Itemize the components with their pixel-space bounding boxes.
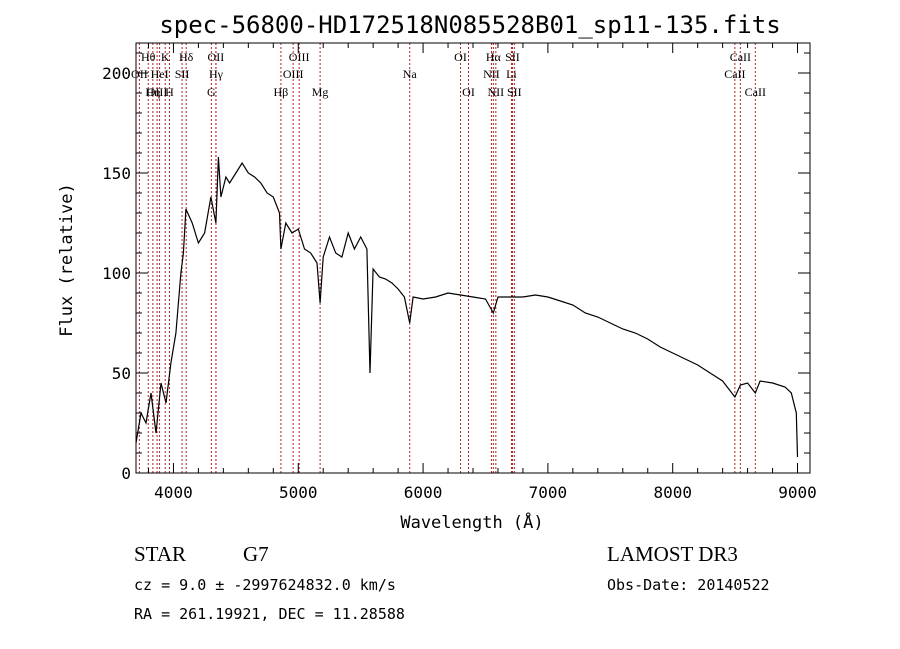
line-marker-label-20: SII	[505, 50, 520, 64]
y-axis-ticks: 0 50 100 150 200	[102, 52, 810, 483]
obs-date: Obs-Date: 20140522	[607, 576, 770, 594]
line-marker-label-3: Hη	[145, 85, 160, 99]
y-tick-label-0: 0	[121, 464, 131, 483]
line-marker-label-11: G	[207, 85, 216, 99]
x-tick-label-3: 7000	[529, 483, 568, 502]
line-marker-label-22: Li	[506, 67, 517, 81]
y-tick-label-4: 200	[102, 64, 131, 83]
subclass: G7	[243, 542, 269, 566]
line-markers	[138, 43, 756, 473]
y-tick-label-1: 50	[112, 364, 131, 383]
x-tick-label-2: 6000	[404, 483, 443, 502]
line-marker-label-23: NII	[488, 85, 505, 99]
line-marker-label-13: OIII	[283, 67, 304, 81]
line-marker-label-5: HeI	[151, 67, 169, 81]
line-marker-label-16: Na	[403, 67, 418, 81]
line-marker-label-18: OI	[462, 85, 475, 99]
line-marker-label-21: NII	[483, 67, 500, 81]
plot-frame	[135, 42, 811, 474]
x-tick-label-0: 4000	[154, 483, 193, 502]
line-marker-label-8: SII	[175, 67, 190, 81]
line-marker-label-9: OII	[208, 50, 225, 64]
x-tick-label-1: 5000	[279, 483, 318, 502]
line-marker-label-7: Hδ	[179, 50, 194, 64]
coordinates: RA = 261.19921, DEC = 11.28588	[134, 605, 405, 623]
line-marker-label-12: OIII	[289, 50, 310, 64]
line-marker-label-14: Hβ	[274, 85, 289, 99]
line-marker-label-26: CaII	[724, 67, 745, 81]
spectrum-line	[135, 156, 799, 458]
line-marker-label-4: K	[161, 50, 170, 64]
x-tick-label-4: 8000	[653, 483, 692, 502]
line-marker-label-15: Mg	[312, 85, 329, 99]
line-marker-label-25: CaII	[730, 50, 751, 64]
x-tick-label-5: 9000	[778, 483, 817, 502]
x-axis-ticks: 4000 5000 6000 7000 8000 9000	[147, 43, 817, 502]
x-axis-label: Wavelength (Å)	[400, 511, 543, 533]
line-marker-label-10: Hγ	[209, 67, 224, 81]
line-marker-label-27: CaII	[745, 85, 766, 99]
chart-title: spec-56800-HD172518N085528B01_sp11-135.f…	[159, 11, 780, 39]
line-marker-label-2: OIII	[147, 85, 168, 99]
redshift-info: cz = 9.0 ± -2997624832.0 km/s	[134, 576, 396, 594]
y-axis-label: Flux (relative)	[57, 183, 77, 337]
line-marker-label-19: Hα	[486, 50, 502, 64]
object-type: STAR	[134, 542, 186, 566]
line-marker-label-24: SII	[507, 85, 522, 99]
line-marker-label-0: Hθ	[141, 50, 156, 64]
survey-name: LAMOST DR3	[607, 542, 738, 566]
line-marker-label-1: OII	[131, 67, 148, 81]
line-marker-label-6: H	[165, 85, 174, 99]
y-tick-label-3: 150	[102, 164, 131, 183]
y-tick-label-2: 100	[102, 264, 131, 283]
line-marker-label-17: OI	[454, 50, 467, 64]
